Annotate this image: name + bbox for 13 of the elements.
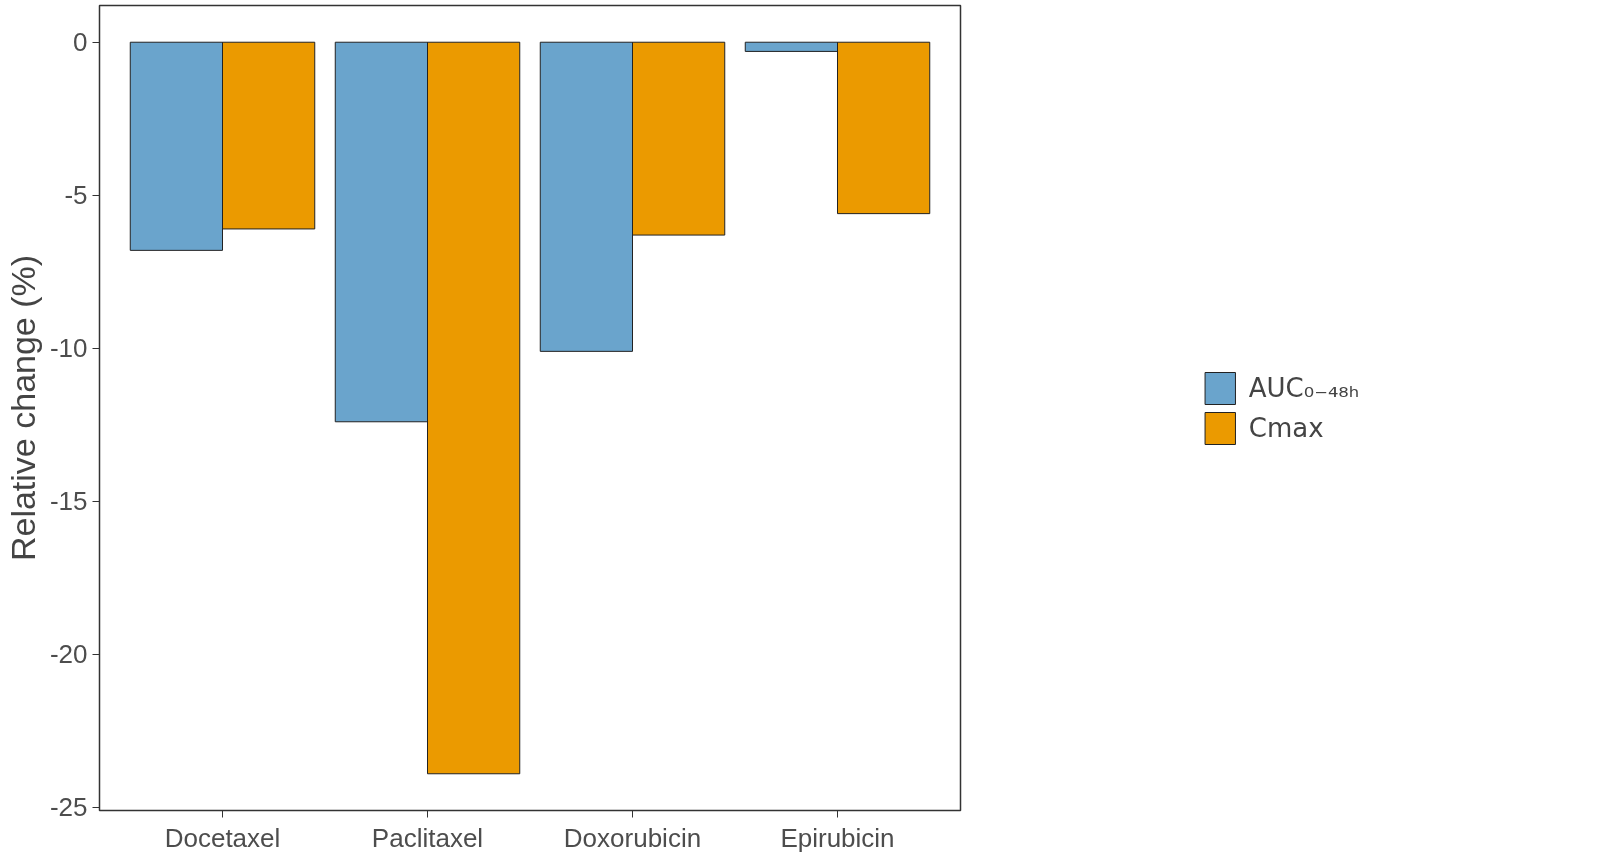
x-tick-label: Epirubicin	[780, 822, 895, 853]
y-tick-label: -20	[49, 639, 88, 670]
y-tick-label: -5	[64, 180, 88, 211]
y-axis-title: Relative change (%)	[3, 254, 42, 562]
x-tick-label: Doxorubicin	[563, 822, 702, 853]
x-tick-label: Docetaxel	[164, 822, 281, 853]
legend-label: Cmax	[1248, 412, 1324, 443]
y-tick-label: -15	[49, 486, 88, 517]
legend-label: AUC₀₋₄₈ₕ	[1248, 372, 1360, 403]
y-tick-label: 0	[73, 27, 88, 58]
y-tick-label: -10	[49, 333, 88, 364]
y-tick-label: -25	[49, 792, 88, 823]
x-tick-label: Paclitaxel	[371, 822, 484, 853]
